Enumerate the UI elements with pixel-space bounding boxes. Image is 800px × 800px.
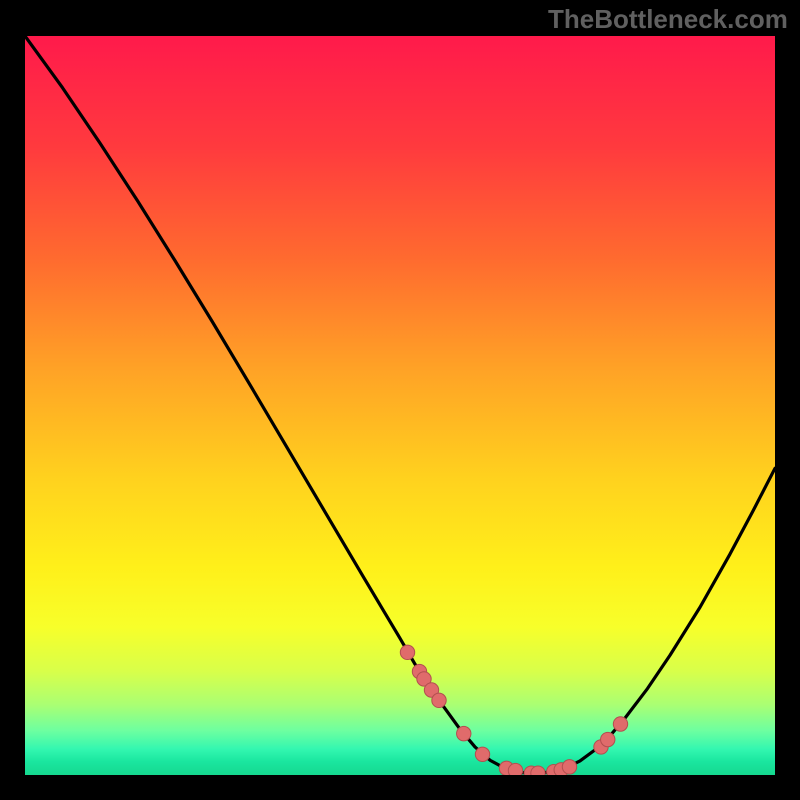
data-marker [400,645,414,659]
data-marker [475,747,489,761]
watermark-text: TheBottleneck.com [548,4,788,35]
data-marker [457,726,471,740]
data-marker [432,693,446,707]
data-marker [613,717,627,731]
data-marker [601,732,615,746]
chart-svg [25,36,775,775]
data-marker [508,763,522,775]
data-marker [562,760,576,774]
plot-area [25,36,775,775]
